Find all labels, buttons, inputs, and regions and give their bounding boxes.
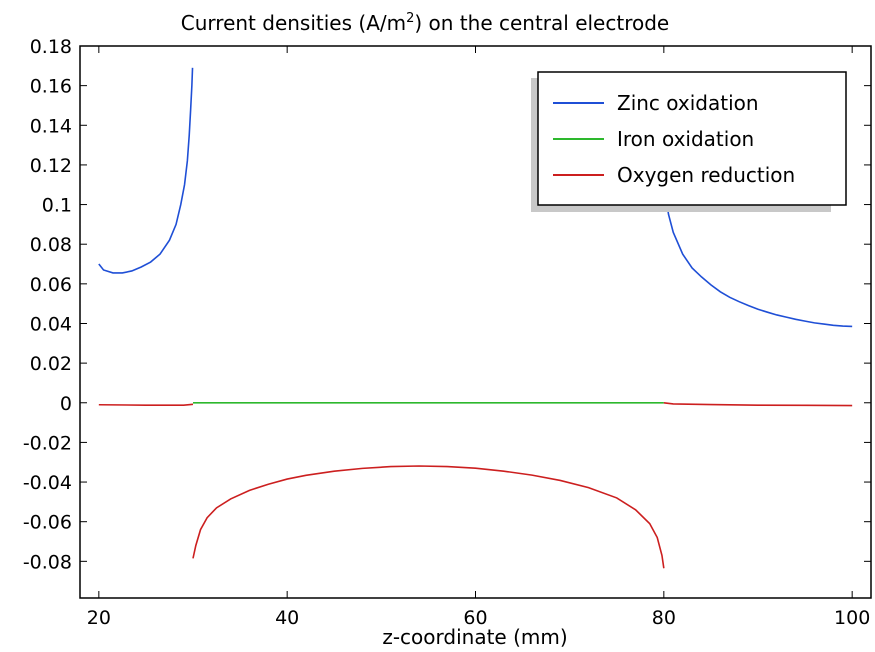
x-tick-label: 100 xyxy=(834,607,870,629)
chart-title-superscript: 2 xyxy=(406,11,414,26)
legend-label-oxygen-reduction: Oxygen reduction xyxy=(617,163,795,187)
y-tick-label: 0.12 xyxy=(30,155,72,177)
x-tick-label: 60 xyxy=(463,607,487,629)
y-tick-label: -0.06 xyxy=(23,512,72,534)
y-tick-label: 0.06 xyxy=(30,274,72,296)
y-tick-label: 0 xyxy=(60,393,72,415)
series-layer xyxy=(98,67,853,569)
y-tick-label: 0.18 xyxy=(30,36,72,58)
x-tick-label: 80 xyxy=(652,607,676,629)
chart-title: Current densities (A/m2) on the central … xyxy=(181,11,669,35)
x-axis: 20 40 60 80 100 xyxy=(87,46,870,629)
chart-title-end: ) on the central electrode xyxy=(414,11,669,35)
legend-label-iron-oxidation: Iron oxidation xyxy=(617,127,754,151)
y-tick-label: -0.04 xyxy=(23,472,72,494)
y-tick-label: 0.14 xyxy=(30,115,72,137)
y-tick-label: 0.04 xyxy=(30,313,72,335)
y-axis: 0.18 0.16 0.14 0.12 0.1 0.08 0.06 0.04 0.02 0 -0.0… xyxy=(23,36,871,573)
y-tick-label: 0.16 xyxy=(30,76,72,98)
series-line-zinc-oxidation-segment-1 xyxy=(98,67,194,274)
x-tick-label: 20 xyxy=(87,607,111,629)
svg-text:Current densities (A/m2) on th: Current densities (A/m2) on the central … xyxy=(181,11,669,35)
series-line-oxygen-reduction-segment-3 xyxy=(663,401,853,407)
x-tick-label: 40 xyxy=(275,607,299,629)
y-tick-label: -0.02 xyxy=(23,432,72,454)
y-tick-label: 0.02 xyxy=(30,353,72,375)
legend-items: Zinc oxidation Iron oxidation Oxygen reduc… xyxy=(553,91,795,187)
chart-title-main: Current densities (A/m xyxy=(181,11,406,35)
series-line-oxygen-reduction-segment-2 xyxy=(192,465,665,569)
legend-label-zinc-oxidation: Zinc oxidation xyxy=(617,91,759,115)
series-line-oxygen-reduction-segment-1 xyxy=(98,403,194,406)
y-tick-label: 0.1 xyxy=(42,195,72,217)
legend: Zinc oxidation Iron oxidation Oxygen reduc… xyxy=(531,71,847,212)
series-line-zinc-oxidation-segment-2 xyxy=(664,196,853,328)
y-tick-label: 0.08 xyxy=(30,234,72,256)
y-tick-label: -0.08 xyxy=(23,551,72,573)
x-axis-label: z-coordinate (mm) xyxy=(382,625,567,649)
